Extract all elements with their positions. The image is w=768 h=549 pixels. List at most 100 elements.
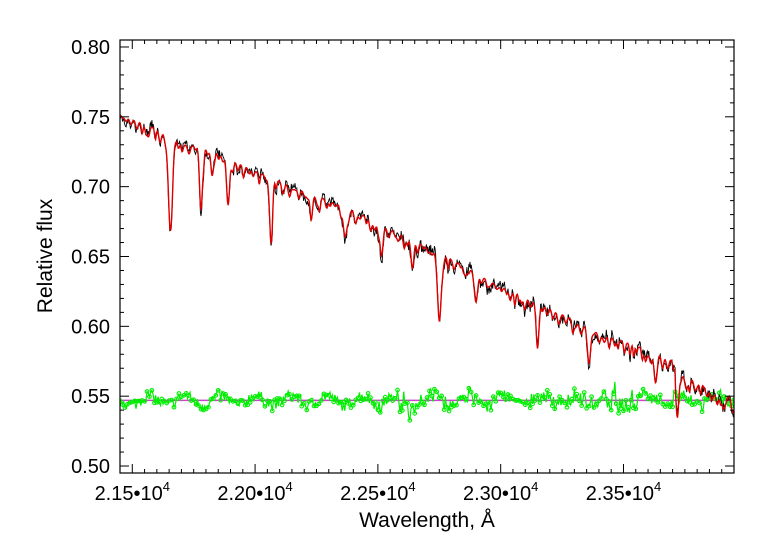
- residual-point: [363, 396, 368, 402]
- residual-point: [628, 397, 634, 403]
- x-tick-label: 2.30•104: [463, 479, 538, 505]
- residual-point: [260, 397, 265, 403]
- residual-point: [323, 392, 329, 398]
- residual-point: [156, 399, 162, 405]
- residual-point: [665, 401, 671, 406]
- residual-point: [375, 407, 381, 413]
- residual-point: [574, 391, 580, 397]
- residual-point: [441, 407, 447, 413]
- residual-point: [530, 401, 535, 407]
- residual-point: [608, 407, 614, 413]
- residual-point: [149, 387, 155, 393]
- residual-point: [186, 393, 192, 398]
- residual-point: [282, 398, 287, 404]
- residual-point: [122, 405, 128, 410]
- residual-point: [154, 399, 160, 405]
- residual-point: [277, 396, 282, 401]
- residual-point: [495, 390, 501, 395]
- x-tick-label: 2.25•104: [340, 479, 415, 505]
- residual-point: [152, 400, 157, 406]
- residual-point: [400, 408, 405, 413]
- residual-point: [132, 398, 138, 404]
- residual-point: [586, 403, 592, 409]
- residual-point: [537, 400, 543, 405]
- residual-point: [196, 403, 201, 408]
- residual-point: [692, 401, 698, 407]
- residual-point: [650, 395, 656, 400]
- x-tick-label: 2.35•104: [586, 479, 661, 505]
- residual-point: [208, 397, 214, 402]
- residual-point: [319, 398, 324, 403]
- residual-point: [486, 399, 491, 405]
- residual-point: [468, 389, 474, 395]
- residual-point: [228, 396, 233, 402]
- residual-point: [142, 399, 147, 404]
- residual-point: [544, 387, 550, 393]
- y-tick-label: 0.55: [71, 386, 110, 408]
- residual-point: [309, 397, 314, 403]
- residual-point: [326, 392, 332, 398]
- residual-point: [407, 418, 413, 423]
- residual-point: [377, 410, 383, 415]
- residual-point: [311, 403, 317, 409]
- residual-point: [623, 397, 629, 403]
- residual-point: [392, 396, 398, 401]
- residual-point: [191, 397, 197, 403]
- residual-point: [645, 396, 651, 402]
- residual-point: [365, 391, 371, 396]
- residual-point: [358, 398, 364, 404]
- residual-point: [220, 391, 226, 396]
- residual-point: [621, 408, 626, 414]
- residual-point: [427, 388, 432, 394]
- residual-point: [127, 400, 133, 406]
- residual-point: [252, 393, 258, 399]
- residual-point: [655, 399, 661, 405]
- y-tick-label: 0.75: [71, 107, 110, 129]
- residual-point: [237, 398, 243, 403]
- residual-point: [316, 401, 322, 407]
- residual-point: [478, 399, 484, 404]
- residual-point: [589, 394, 594, 400]
- residual-point: [633, 406, 639, 412]
- residual-point: [134, 398, 140, 404]
- residual-point: [667, 404, 673, 410]
- residual-point: [527, 405, 533, 411]
- residual-point: [257, 394, 263, 400]
- residual-point: [657, 392, 663, 398]
- residual-point: [591, 405, 597, 410]
- residual-point: [520, 399, 526, 405]
- residual-point: [338, 399, 344, 405]
- residual-point: [596, 398, 602, 404]
- residual-point: [355, 395, 361, 401]
- residual-point: [289, 397, 295, 402]
- residual-point: [562, 400, 567, 406]
- residual-point: [517, 398, 523, 404]
- residual-point: [198, 406, 204, 412]
- residual-point: [616, 410, 621, 416]
- residual-point: [255, 394, 260, 399]
- residual-point: [503, 397, 508, 402]
- residual-point: [471, 402, 477, 408]
- x-axis-title: Wavelength, Å: [359, 509, 495, 532]
- residual-point: [368, 395, 373, 400]
- residual-point: [235, 401, 241, 407]
- residual-point: [572, 386, 577, 391]
- residual-point: [360, 397, 366, 403]
- residual-point: [210, 396, 216, 402]
- residual-point: [139, 398, 145, 403]
- residual-point: [242, 402, 248, 408]
- residual-point: [120, 399, 123, 405]
- residual-point: [279, 402, 285, 408]
- model-spectrum-layer: [120, 114, 734, 418]
- residual-point: [476, 400, 481, 405]
- residual-point: [169, 397, 174, 403]
- residual-point: [630, 405, 636, 411]
- residual-point: [466, 385, 472, 391]
- residual-point: [225, 396, 231, 401]
- residual-point: [434, 389, 440, 395]
- residual-point: [525, 400, 531, 406]
- residual-point: [166, 398, 172, 403]
- plot-frame: [119, 39, 735, 474]
- residual-point: [233, 398, 238, 404]
- residual-point: [579, 403, 585, 408]
